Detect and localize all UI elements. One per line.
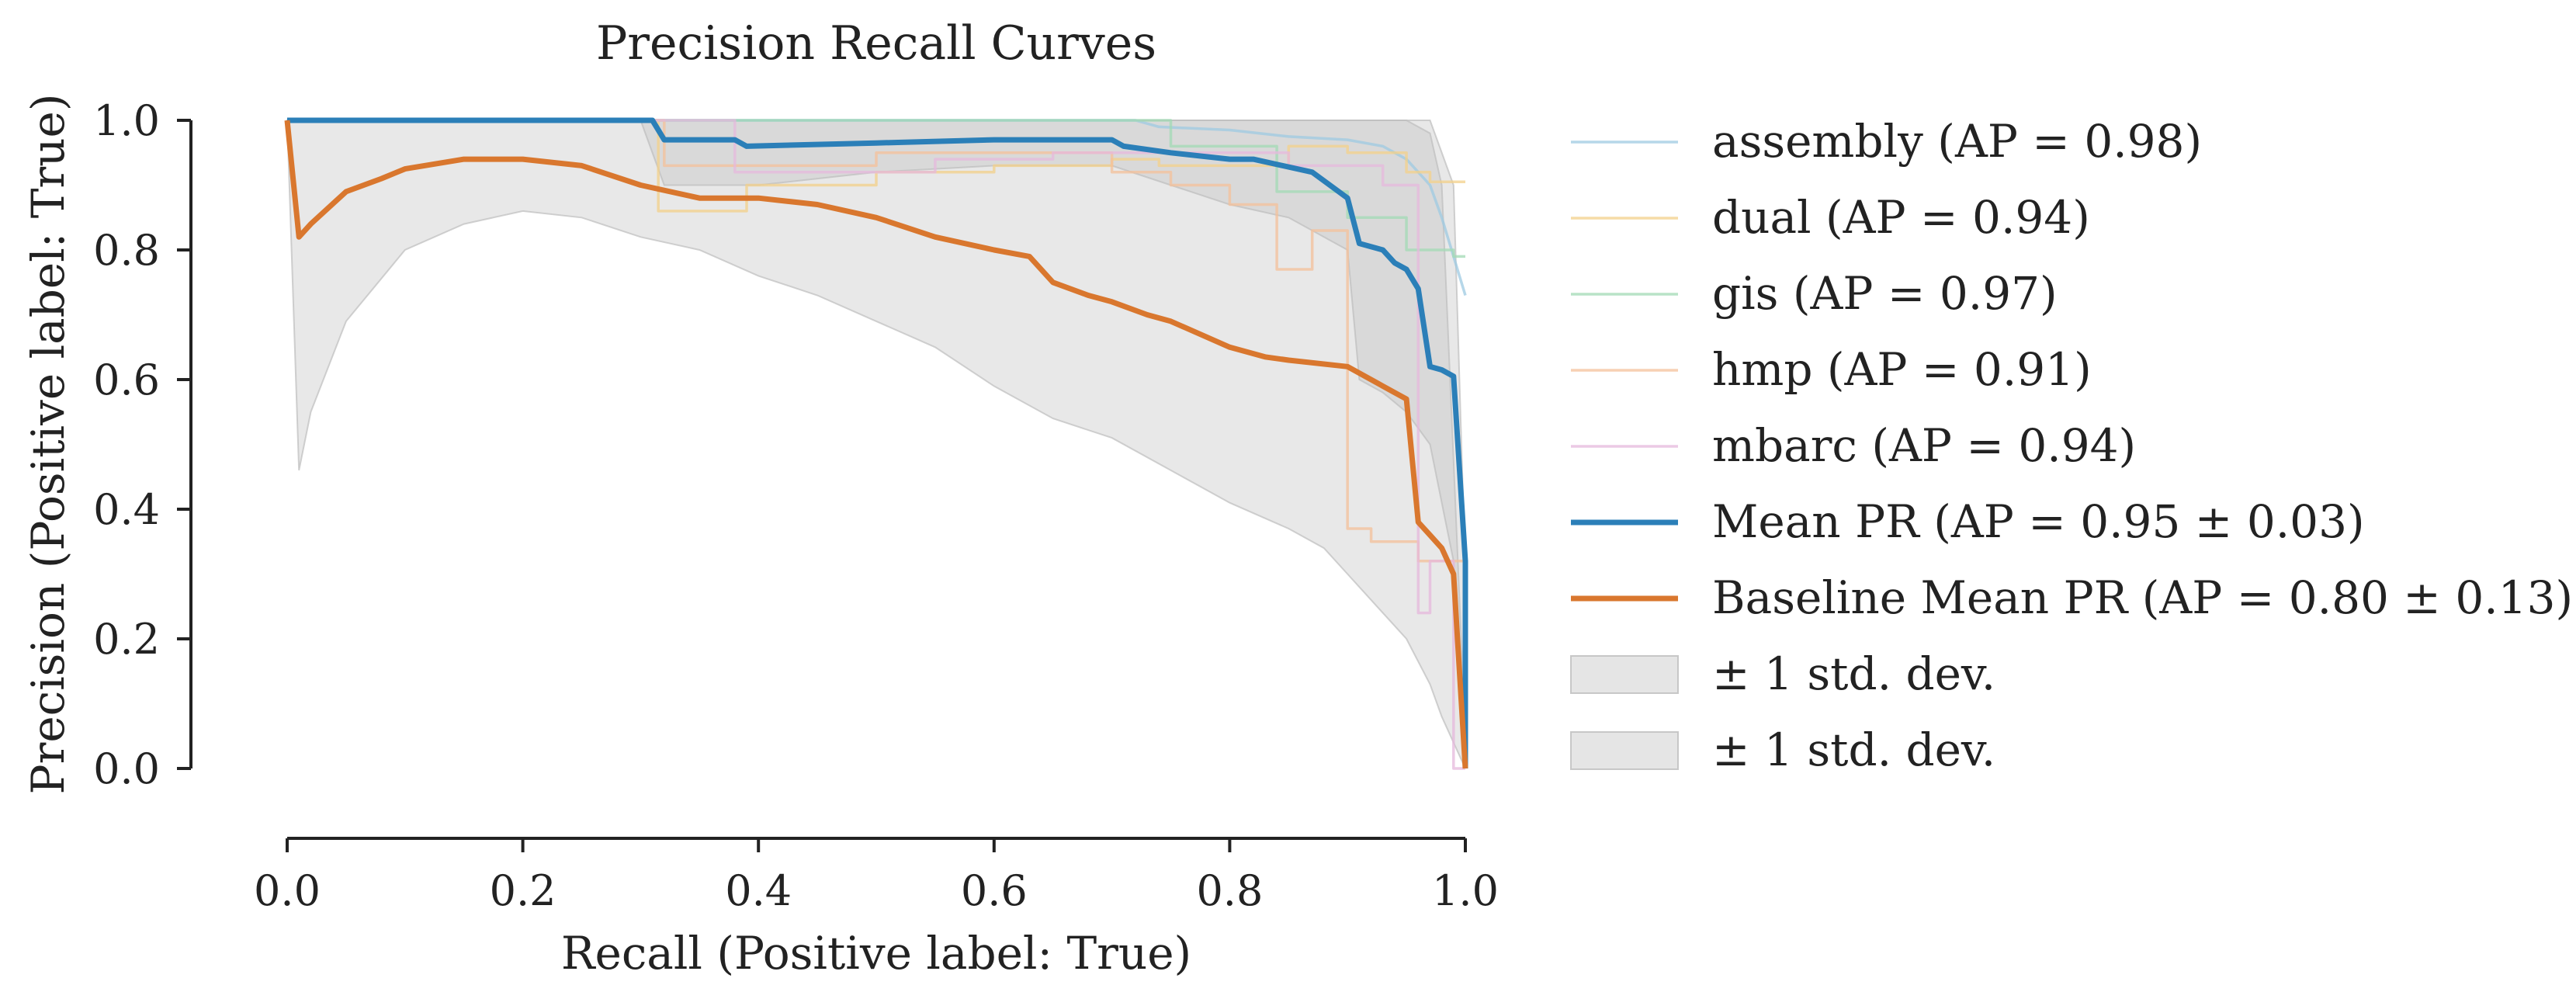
mean-curves: [284, 117, 1468, 769]
x-tick-label: 0.2: [490, 866, 556, 915]
legend-label: gis (AP = 0.97): [1712, 267, 2058, 320]
legend-label: mbarc (AP = 0.94): [1712, 419, 2136, 472]
series-line-hmp: [287, 119, 1467, 768]
series-line-mean-pr: [287, 117, 1468, 768]
x-tick-label: 1.0: [1432, 866, 1499, 915]
legend-label: assembly (AP = 0.98): [1712, 115, 2202, 168]
x-tick-label: 0.0: [254, 866, 321, 915]
legend-swatch-std-dev-2: [1570, 731, 1679, 770]
legend-label: ± 1 std. dev.: [1712, 647, 1995, 700]
legend-label: hmp (AP = 0.91): [1712, 343, 2092, 396]
x-ticks: 0.0 0.2 0.4 0.6 0.8 1.0: [254, 838, 1499, 915]
legend-label: Baseline Mean PR (AP = 0.80 ± 0.13): [1712, 571, 2573, 624]
x-tick-label: 0.4: [725, 866, 792, 915]
legend-swatch-std-dev-1: [1570, 655, 1679, 694]
series-line-baseline-mean-pr: [284, 120, 1468, 769]
y-tick-label: 1.0: [93, 96, 160, 145]
legend-label: ± 1 std. dev.: [1712, 723, 1995, 776]
axes: 0.0 0.2 0.4 0.6 0.8 1.0 0.0 0.2 0.4 0.6 0.8 1.0: [93, 96, 1499, 915]
legend: assembly (AP = 0.98) dual (AP = 0.94) gis …: [1570, 115, 2573, 776]
x-axis-label: Recall (Positive label: True): [561, 927, 1191, 980]
legend-label: dual (AP = 0.94): [1712, 191, 2090, 244]
y-tick-label: 0.4: [93, 485, 160, 534]
series-line-assembly: [287, 119, 1467, 297]
y-tick-label: 0.0: [93, 744, 160, 793]
y-tick-label: 0.8: [93, 226, 160, 275]
y-axis-label: Precision (Positive label: True): [22, 94, 75, 795]
y-ticks: 0.0 0.2 0.4 0.6 0.8 1.0: [93, 96, 191, 793]
series-line-mbarc: [287, 119, 1465, 770]
y-tick-label: 0.2: [93, 615, 160, 664]
legend-label: Mean PR (AP = 0.95 ± 0.03): [1712, 495, 2365, 548]
y-tick-label: 0.6: [93, 356, 160, 404]
chart-title: Precision Recall Curves: [596, 16, 1156, 71]
x-tick-label: 0.6: [961, 866, 1028, 915]
x-tick-label: 0.8: [1196, 866, 1263, 915]
